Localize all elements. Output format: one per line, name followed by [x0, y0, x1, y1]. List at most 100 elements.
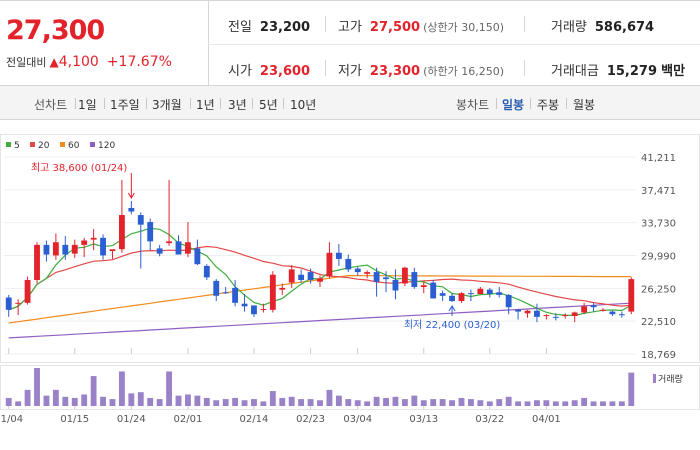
candle [401, 266, 408, 287]
candle [496, 287, 503, 298]
candle [100, 234, 106, 260]
candle-body [392, 279, 399, 291]
volume-bar [373, 396, 380, 406]
candle [109, 249, 116, 259]
volume-bar [241, 400, 248, 406]
candle-chart-label: 봉차트 [456, 98, 490, 112]
candle-body [354, 268, 361, 273]
price-box: 27,300 전일대비 ▲4,100 +17.67% [0, 1, 209, 86]
candle [420, 281, 427, 294]
candle-daily[interactable]: 일봉 [502, 98, 525, 112]
candle-body [552, 316, 559, 318]
candle [581, 302, 588, 315]
volume-bar [505, 396, 512, 406]
x-tick-label: 03/04 [343, 414, 372, 425]
volume-bar [34, 368, 40, 406]
candle-body [618, 314, 625, 316]
volume-bar [562, 401, 569, 406]
y-tick-label: 41,211 [641, 153, 676, 164]
candle-body [486, 289, 493, 295]
volume-bar [43, 395, 50, 406]
volume-bar [128, 393, 135, 406]
candle [213, 279, 220, 302]
candle [52, 233, 59, 260]
volume-bar [600, 401, 606, 406]
period-3m[interactable]: 3개월 [152, 98, 182, 112]
candle [477, 287, 484, 295]
volume-bar [609, 401, 616, 406]
period-1d[interactable]: 1일 [78, 98, 97, 112]
candle-body [251, 305, 257, 315]
volume-bar [100, 396, 106, 406]
y-tick-label: 33,730 [641, 219, 676, 230]
volume-bar [317, 400, 323, 406]
candle [279, 283, 286, 295]
candle-body [505, 294, 512, 308]
volume-bar [486, 401, 493, 406]
volume-bar [364, 401, 371, 406]
candle [156, 244, 163, 257]
volume-bar [307, 399, 314, 406]
volume-bar [298, 399, 305, 406]
candle [468, 289, 474, 302]
candle-body [213, 280, 220, 296]
candle-body [109, 249, 116, 252]
day-low: 저가 23,300 (하한가 16,250) [338, 64, 505, 79]
period-10y[interactable]: 10년 [290, 98, 317, 112]
period-5y[interactable]: 5년 [259, 98, 278, 112]
candle [307, 268, 314, 284]
candle-body [5, 297, 12, 310]
y-tick-label: 26,250 [641, 284, 676, 295]
candle-body [524, 310, 531, 314]
period-1y[interactable]: 1년 [196, 98, 215, 112]
candle-body [232, 287, 239, 303]
period-3y[interactable]: 3년 [228, 98, 247, 112]
candle-body [90, 237, 97, 240]
candle-body [364, 272, 371, 274]
candle [185, 222, 191, 258]
y-tick-label: 18,769 [641, 350, 676, 361]
legend-label-ma120: 120 [98, 141, 115, 151]
volume-bar [194, 395, 201, 406]
candle-weekly[interactable]: 주봉 [537, 98, 560, 112]
x-tick-label: 01/04 [0, 414, 23, 425]
candle [326, 242, 333, 279]
candle [166, 179, 172, 246]
candle-body [307, 272, 314, 280]
candle [354, 266, 361, 276]
period-1w[interactable]: 1주일 [110, 98, 140, 112]
volume: 거래량 586,674 [551, 20, 655, 35]
y-tick-label: 22,510 [641, 317, 676, 328]
candle-monthly[interactable]: 월봉 [573, 98, 596, 112]
candle-body [203, 265, 210, 278]
candle [34, 242, 40, 284]
volume-bar [137, 392, 144, 406]
candle-body [345, 258, 352, 270]
candle-body [411, 272, 418, 288]
candle [175, 235, 182, 255]
x-tick-label: 01/24 [117, 414, 146, 425]
candle-body [335, 252, 342, 259]
x-tick-label: 02/23 [296, 414, 325, 425]
change-value: 4,100 [58, 54, 99, 70]
candle [600, 308, 606, 312]
candle-body [128, 208, 135, 212]
price-chart: 41,211 37,471 33,730 29,990 26,250 22,510 18,7… [0, 134, 700, 425]
volume-bar [477, 400, 484, 406]
candle [90, 229, 97, 251]
volume-bar [335, 395, 342, 406]
up-arrow-icon: ▲ [49, 55, 59, 69]
candle [364, 270, 371, 279]
volume-bar [628, 372, 635, 406]
volume-bar [279, 397, 286, 406]
legend-swatch-ma5 [6, 142, 11, 147]
volume-bar [392, 396, 399, 406]
volume-bar [420, 400, 427, 406]
candle-body [477, 288, 484, 295]
candle [128, 200, 135, 215]
candle [232, 279, 239, 307]
candle [486, 287, 493, 298]
prev-close: 전일 23,200 [228, 20, 311, 35]
high-annotation-arrow [127, 192, 135, 199]
volume-bar [175, 395, 182, 406]
